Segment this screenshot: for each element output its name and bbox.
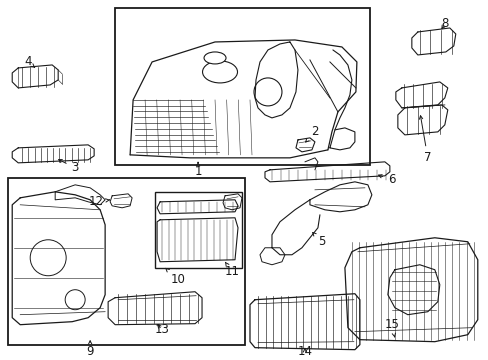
Text: 4: 4	[24, 55, 35, 68]
Ellipse shape	[202, 61, 237, 83]
Text: 14: 14	[297, 345, 312, 358]
Text: 12: 12	[88, 195, 109, 208]
Bar	[8, 178, 244, 345]
Text: 13: 13	[154, 323, 169, 336]
Text: 5: 5	[312, 233, 325, 248]
Text: 8: 8	[440, 18, 447, 31]
Bar	[115, 8, 369, 165]
Bar	[155, 192, 242, 268]
Text: 9: 9	[86, 341, 94, 358]
Text: 15: 15	[384, 318, 399, 337]
Text: 6: 6	[378, 173, 395, 186]
Ellipse shape	[203, 52, 225, 64]
Text: 3: 3	[59, 159, 79, 174]
Text: 2: 2	[305, 125, 318, 142]
Text: 10: 10	[165, 268, 185, 286]
Text: 7: 7	[419, 116, 431, 165]
Text: 1: 1	[194, 162, 202, 178]
Text: 11: 11	[224, 262, 239, 278]
